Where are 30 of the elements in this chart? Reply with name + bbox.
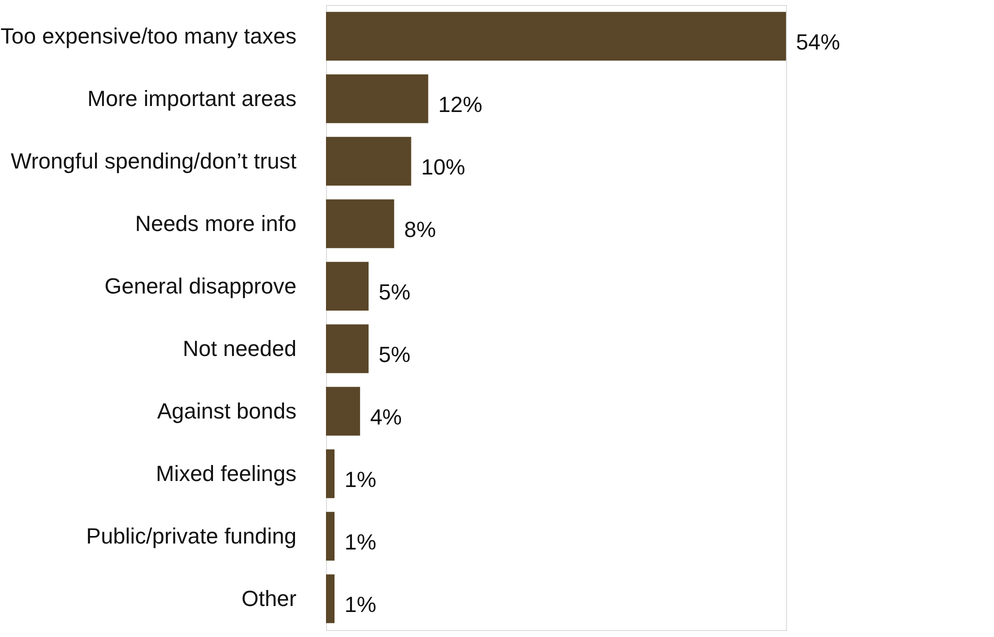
data-label: 4% — [370, 404, 402, 430]
bar — [326, 262, 369, 311]
bar — [326, 386, 360, 436]
bar — [326, 74, 428, 124]
y-tick-label: Against bonds — [157, 398, 296, 424]
bar — [326, 512, 335, 561]
data-label: 5% — [378, 279, 410, 304]
data-label: 1% — [344, 466, 376, 492]
data-label: 54% — [796, 29, 840, 54]
y-tick-label: Wrongful spending/don’t trust — [10, 148, 296, 174]
bar — [326, 136, 412, 186]
data-label: 10% — [421, 154, 466, 180]
data-label: 1% — [344, 592, 376, 617]
data-label: 1% — [344, 529, 376, 554]
y-tick-label: Too expensive/too many taxes — [0, 23, 296, 48]
bar — [326, 574, 335, 624]
bar — [326, 449, 335, 498]
bar — [326, 324, 369, 374]
y-tick-label: General disapprove — [104, 273, 296, 298]
data-label: 12% — [438, 92, 482, 117]
y-tick-label: Public/private funding — [86, 523, 296, 548]
y-tick-label: Needs more info — [135, 210, 296, 236]
y-tick-label: More important areas — [87, 86, 296, 111]
y-tick-label: Not needed — [182, 336, 296, 361]
bar — [326, 199, 394, 248]
bar — [326, 12, 786, 61]
data-label: 5% — [378, 342, 410, 367]
data-label: 8% — [404, 216, 436, 242]
y-tick-label: Mixed feelings — [156, 460, 296, 486]
y-tick-label: Other — [241, 586, 296, 611]
